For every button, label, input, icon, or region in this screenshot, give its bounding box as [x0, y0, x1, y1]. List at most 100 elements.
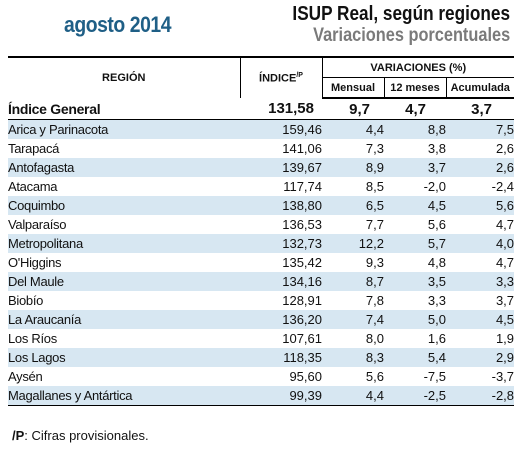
footnote-marker: /P: [12, 428, 25, 443]
index-cell: 138,80: [240, 196, 322, 215]
table-row: Coquimbo 138,80 6,5 4,5 5,6: [8, 196, 515, 215]
monthly-cell: 6,5: [322, 196, 384, 215]
region-cell: Metropolitana: [8, 234, 240, 253]
region-cell: Atacama: [8, 179, 58, 194]
monthly-cell: 7,3: [365, 141, 384, 156]
table-row: Los Ríos 107,61 8,0 1,6 1,9: [8, 329, 514, 348]
index-column-header: ÍNDICE/P: [239, 56, 322, 98]
monthly-cell: 9,3: [365, 255, 384, 270]
page-header: agosto 2014 ISUP Real, según regiones Va…: [0, 0, 518, 56]
index-cell: 141,06: [282, 141, 322, 156]
index-cell: 128,91: [282, 293, 322, 308]
report-title: ISUP Real, según regiones: [292, 3, 510, 25]
twelve-months-cell: 5,0: [384, 310, 446, 329]
cumulative-cell: 3,3: [446, 272, 515, 291]
total-index-cell: 131,58: [240, 98, 322, 120]
twelve-months-cell: 3,7: [384, 158, 446, 177]
table-row: Los Lagos 118,35 8,3 5,4 2,9: [8, 348, 515, 367]
report-subtitle: Variaciones porcentuales: [312, 25, 510, 46]
table-row: Biobío 128,91 7,8 3,3 3,7: [8, 291, 514, 310]
cumulative-cell: 4,5: [446, 310, 515, 329]
table-row: Atacama 117,74 8,5 -2,0 -2,4: [8, 177, 514, 196]
region-cell: Tarapacá: [8, 141, 60, 156]
footnote-text: : Cifras provisionales.: [24, 428, 149, 443]
index-cell: 132,73: [240, 234, 322, 253]
index-cell: 117,74: [283, 179, 322, 194]
twelve-months-cell: 5,4: [384, 348, 446, 367]
monthly-cell: 8,3: [322, 348, 384, 367]
index-cell: 135,42: [282, 255, 322, 270]
region-cell: O'Higgins: [8, 255, 62, 270]
index-cell: 134,16: [240, 272, 322, 291]
region-cell: Coquimbo: [8, 196, 240, 215]
table-row: Del Maule 134,16 8,7 3,5 3,3: [8, 272, 515, 291]
index-cell: 136,53: [282, 217, 322, 232]
index-cell: 95,60: [289, 369, 322, 384]
variations-group-header: VARIACIONES (%): [321, 56, 515, 78]
total-monthly-cell: 9,7: [322, 98, 384, 120]
monthly-cell: 4,4: [322, 386, 384, 406]
cumulative-cell: 1,9: [495, 331, 515, 346]
total-twelve-months-cell: 4,7: [384, 98, 446, 120]
monthly-cell: 8,0: [365, 331, 384, 346]
region-cell: La Araucanía: [8, 310, 240, 329]
region-cell: Los Ríos: [8, 331, 57, 346]
index-cell: 159,46: [240, 119, 322, 139]
cumulative-cell: 3,7: [495, 293, 515, 308]
monthly-cell: 8,5: [365, 179, 384, 194]
cumulative-column-header: Acumulada: [445, 77, 515, 99]
cumulative-cell: 5,6: [446, 196, 515, 215]
table-row: O'Higgins 135,42 9,3 4,8 4,7: [8, 253, 514, 272]
twelve-months-cell: 8,8: [384, 119, 446, 139]
twelve-months-cell: 1,6: [427, 331, 446, 346]
index-cell: 107,61: [282, 331, 322, 346]
regional-index-table: REGIÓN ÍNDICE/P VARIACIONES (%) Mensual …: [8, 56, 515, 406]
cumulative-cell: 7,5: [446, 119, 515, 139]
table-row: Magallanes y Antártica 99,39 4,4 -2,5 -2,8: [8, 386, 515, 406]
index-cell: 118,35: [240, 348, 322, 367]
table-row: Antofagasta 139,67 8,9 3,7 2,6: [8, 158, 515, 177]
monthly-cell: 7,7: [365, 217, 384, 232]
monthly-cell: 4,4: [322, 119, 384, 139]
date-title: agosto 2014: [64, 12, 172, 37]
region-cell: Arica y Parinacota: [8, 119, 240, 139]
twelve-months-cell: 4,8: [427, 255, 446, 270]
region-cell: Los Lagos: [8, 348, 240, 367]
table-row: Tarapacá 141,06 7,3 3,8 2,6: [8, 139, 514, 158]
index-header-superscript: /P: [296, 71, 303, 79]
twelve-months-cell: 3,5: [384, 272, 446, 291]
cumulative-cell: -2,8: [446, 386, 515, 406]
region-cell: Del Maule: [8, 272, 240, 291]
cumulative-cell: -3,7: [491, 369, 515, 384]
index-header-label: ÍNDICE: [259, 72, 297, 85]
cumulative-cell: 2,6: [446, 158, 515, 177]
twelve-months-cell: 4,5: [384, 196, 446, 215]
index-cell: 136,20: [240, 310, 322, 329]
cumulative-cell: 4,0: [446, 234, 515, 253]
cumulative-cell: 2,9: [446, 348, 515, 367]
twelve-months-cell: -2,0: [423, 179, 446, 194]
monthly-cell: 8,7: [322, 272, 384, 291]
index-cell: 99,39: [240, 386, 322, 406]
cumulative-cell: 4,7: [495, 255, 515, 270]
monthly-cell: 5,6: [365, 369, 384, 384]
region-cell: Antofagasta: [8, 158, 240, 177]
monthly-cell: 8,9: [322, 158, 384, 177]
table-row: Metropolitana 132,73 12,2 5,7 4,0: [8, 234, 515, 253]
cumulative-cell: 2,6: [495, 141, 515, 156]
twelve-months-cell: -7,5: [423, 369, 446, 384]
cumulative-cell: 4,7: [495, 217, 515, 232]
footnote: /P: Cifras provisionales.: [12, 428, 149, 443]
region-cell: Magallanes y Antártica: [8, 386, 240, 406]
monthly-cell: 7,4: [322, 310, 384, 329]
total-row: Índice General 131,58 9,7 4,7 3,7: [8, 98, 515, 120]
table-row: Arica y Parinacota 159,46 4,4 8,8 7,5: [8, 119, 515, 139]
twelve-months-column-header: 12 meses: [383, 77, 446, 99]
table-row: Valparaíso 136,53 7,7 5,6 4,7: [8, 215, 514, 234]
total-region-cell: Índice General: [8, 98, 240, 120]
region-cell: Biobío: [8, 293, 44, 308]
table-row: Aysén 95,60 5,6 -7,5 -3,7: [8, 367, 514, 386]
index-cell: 139,67: [240, 158, 322, 177]
region-cell: Aysén: [8, 369, 43, 384]
twelve-months-cell: 5,7: [384, 234, 446, 253]
